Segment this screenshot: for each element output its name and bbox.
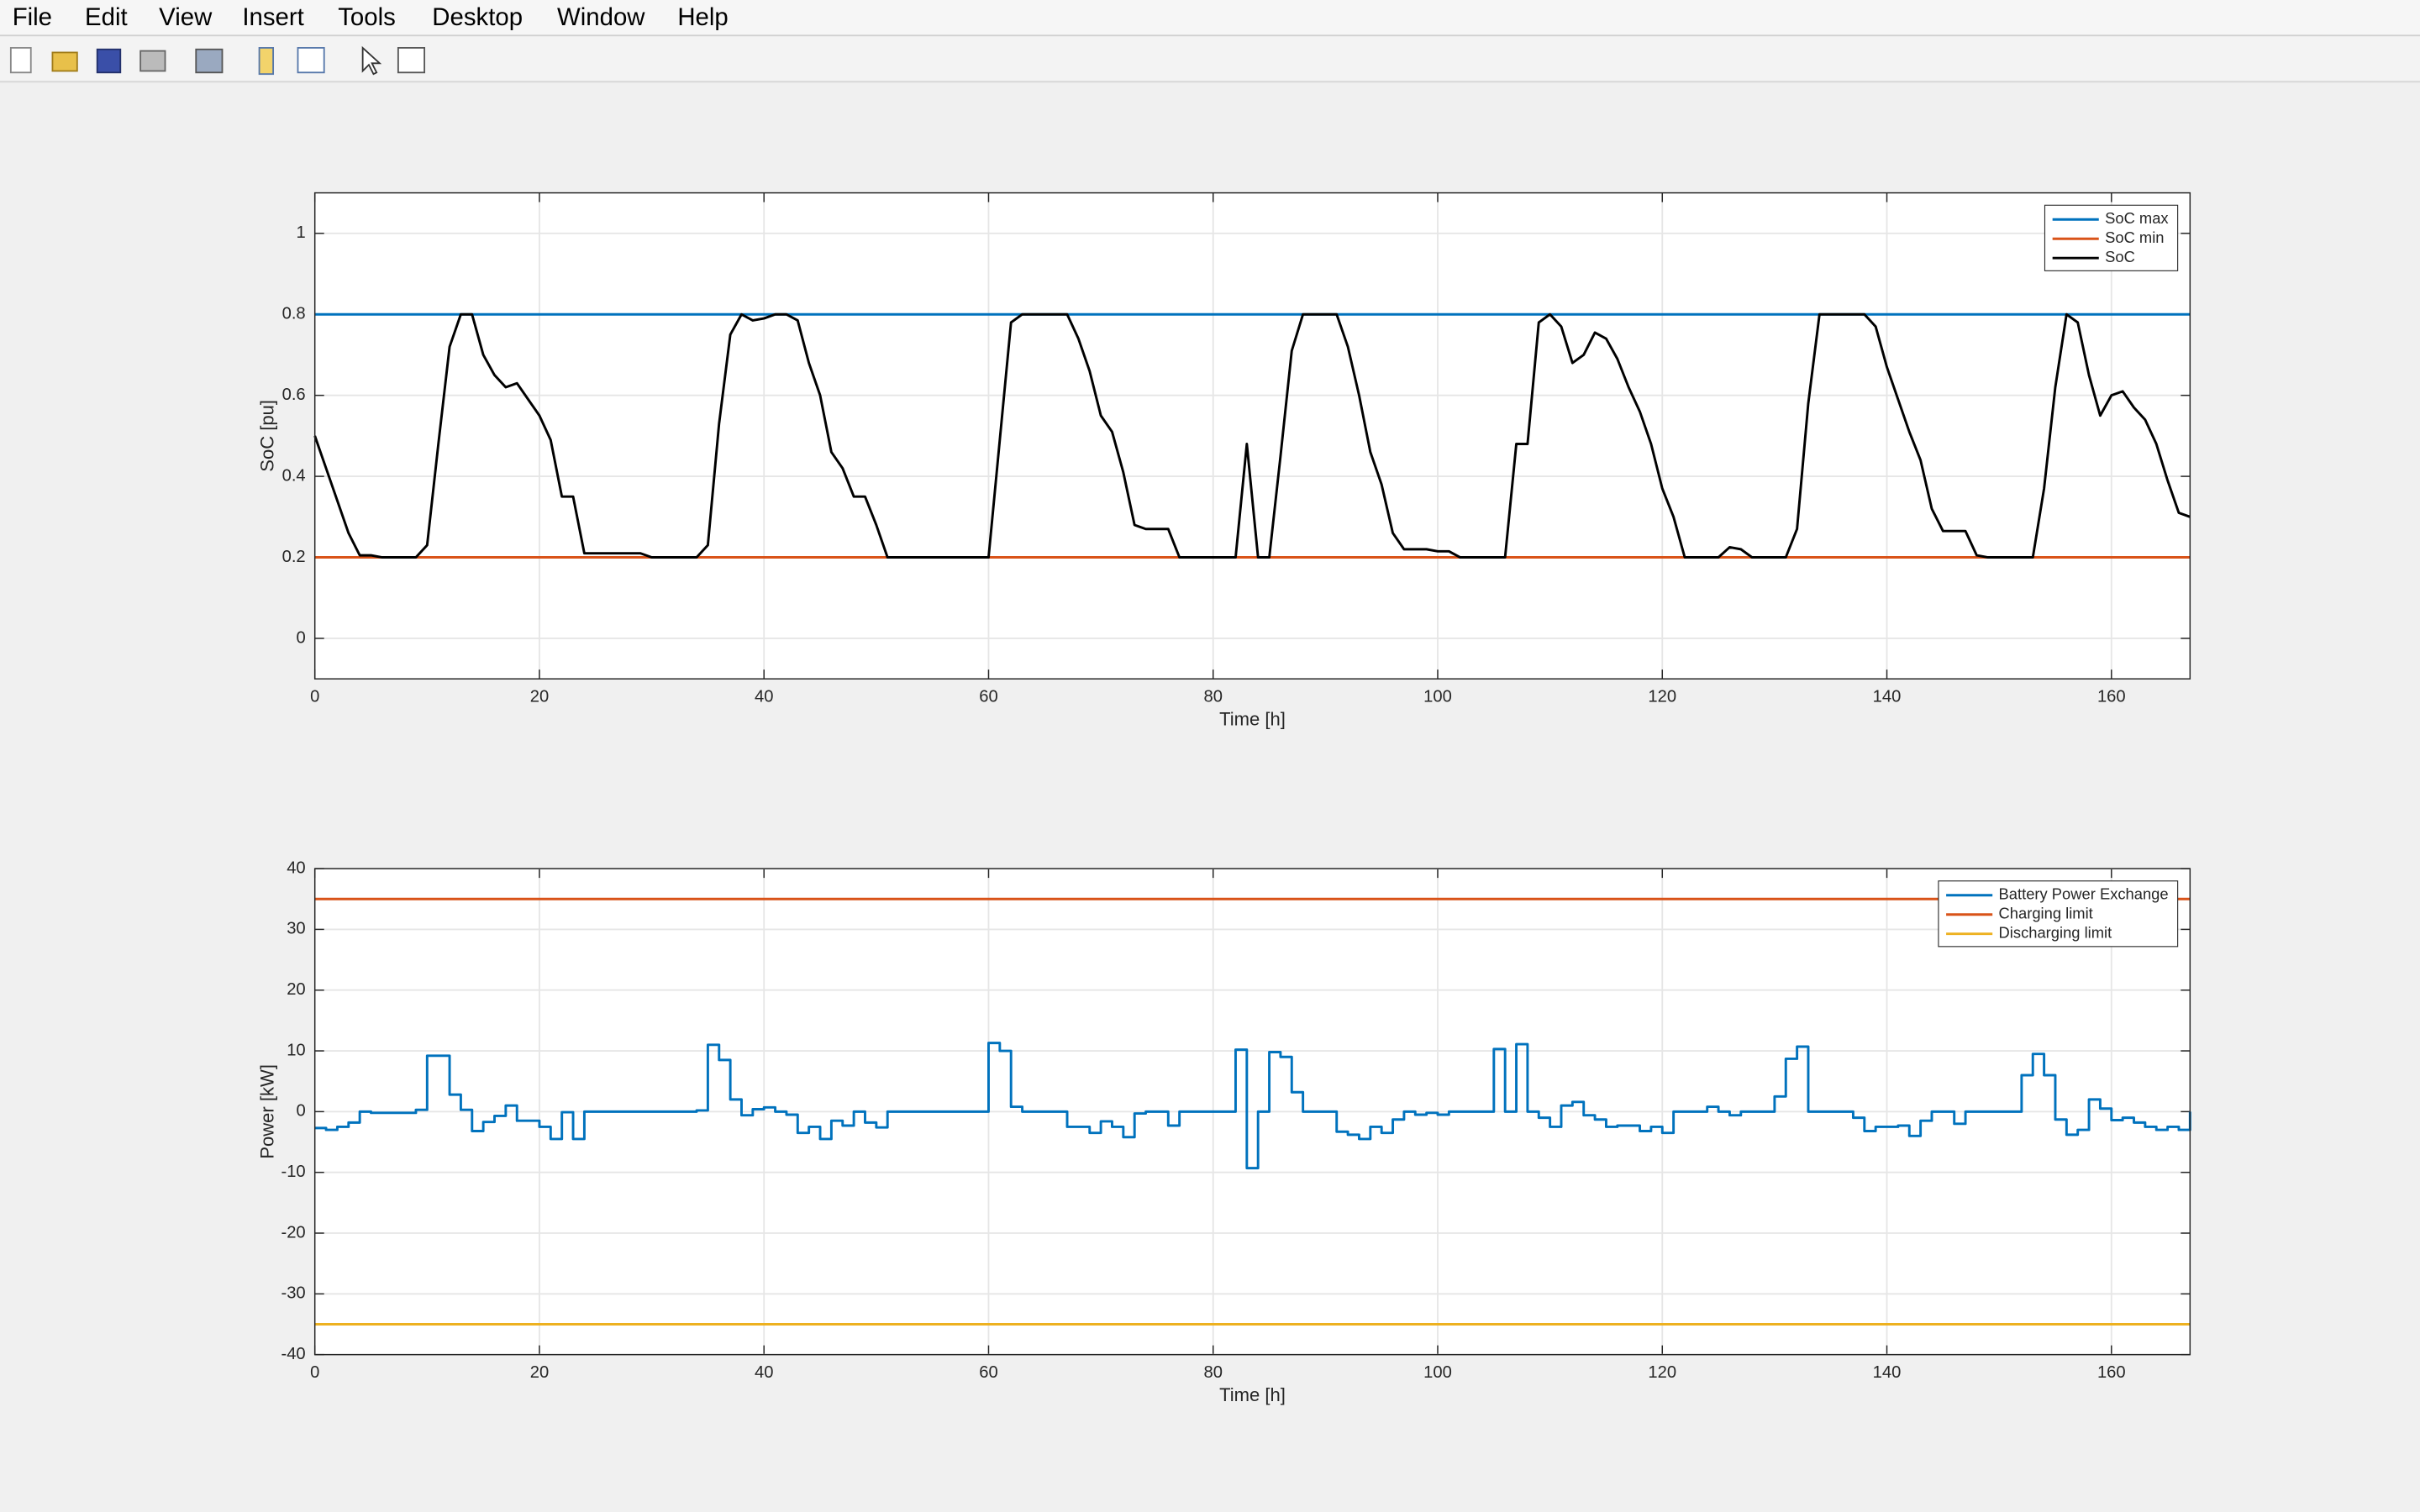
y-tick-label: -30 [281,1284,305,1303]
legend-label: SoC [2105,248,2135,265]
menu-item[interactable]: Insert [242,3,303,31]
y-tick-label: 20 [287,980,305,999]
menu-item[interactable]: Edit [85,3,128,31]
legend-label: Charging limit [1999,905,2093,922]
y-tick-label: -10 [281,1163,305,1181]
save-icon[interactable] [96,48,122,74]
y-tick-label: 0.4 [282,466,306,485]
y-tick-label: 0 [296,1102,305,1121]
x-tick-label: 160 [2097,688,2126,706]
toolbar-icons [9,45,426,76]
legend-icon[interactable] [297,47,325,74]
menu-item[interactable]: Tools [338,3,396,31]
menu-item[interactable]: Window [557,3,645,31]
legend-label: Discharging limit [1999,924,2112,942]
y-tick-label: 40 [287,858,305,877]
pointer-icon[interactable] [361,45,382,76]
x-tick-label: 100 [1423,1363,1452,1382]
x-tick-label: 40 [755,1363,773,1382]
print-icon[interactable] [139,50,166,72]
menu: File Edit View Insert Tools Desktop Window Help [13,3,729,31]
legend-label: SoC min [2105,228,2164,246]
axes: 0 20 40 60 80 100 120 140 160 -40 -30 -20 -10 0 10 20 30… [256,858,2191,1405]
colorbar-icon[interactable] [258,47,275,76]
new-icon[interactable] [9,47,32,74]
legend-label: SoC max [2105,209,2169,227]
axes-box [313,192,2191,680]
print-preview-icon[interactable] [195,48,224,74]
y-tick-label: 10 [287,1041,305,1059]
x-tick-label: 60 [979,688,997,706]
y-tick-label: 0.8 [282,305,306,323]
y-axis-label: Power [kW] [256,1064,277,1159]
x-tick-label: 0 [310,1363,319,1382]
series-line [313,312,2191,559]
open-icon[interactable] [51,51,78,72]
menu-item[interactable]: File [13,3,52,31]
y-tick-label: 0.2 [282,548,306,566]
x-tick-label: 20 [530,688,549,706]
y-tick-label: 30 [287,920,305,938]
x-axis-label: Time [h] [1219,1384,1286,1405]
x-tick-label: 0 [310,688,319,706]
y-tick-label: 0 [296,628,305,647]
x-tick-label: 100 [1423,688,1452,706]
x-tick-label: 80 [1204,688,1223,706]
x-tick-label: 160 [2097,1363,2126,1382]
axes-box [313,868,2191,1356]
y-tick-label: -40 [281,1345,305,1363]
y-tick-label: 0.6 [282,386,306,404]
x-tick-label: 20 [530,1363,549,1382]
menu-item[interactable]: View [159,3,213,31]
x-tick-label: 60 [979,1363,997,1382]
legend-label: Battery Power Exchange [1999,885,2169,903]
property-icon[interactable] [397,47,426,74]
menu-item[interactable]: Desktop [432,3,523,31]
menu-item[interactable]: Help [677,3,728,31]
axes: 0 20 40 60 80 100 120 140 160 0 0.2 0.4 0.6 0.8 1 Time … [256,192,2191,730]
plot-area [314,192,2191,680]
x-tick-label: 80 [1204,1363,1223,1382]
series-line [314,1042,2191,1170]
x-tick-label: 40 [755,688,773,706]
legend: Battery Power Exchange Charging limit Disc… [1938,880,2179,948]
y-tick-label: -20 [281,1223,305,1242]
x-tick-label: 120 [1648,1363,1676,1382]
y-axis-label: SoC [pu] [256,400,277,472]
x-tick-label: 140 [1873,688,1902,706]
y-tick-label: 1 [296,223,305,242]
x-tick-label: 140 [1873,1363,1902,1382]
menu-bar [0,0,2420,36]
x-axis-label: Time [h] [1219,709,1286,730]
x-tick-label: 120 [1648,688,1676,706]
